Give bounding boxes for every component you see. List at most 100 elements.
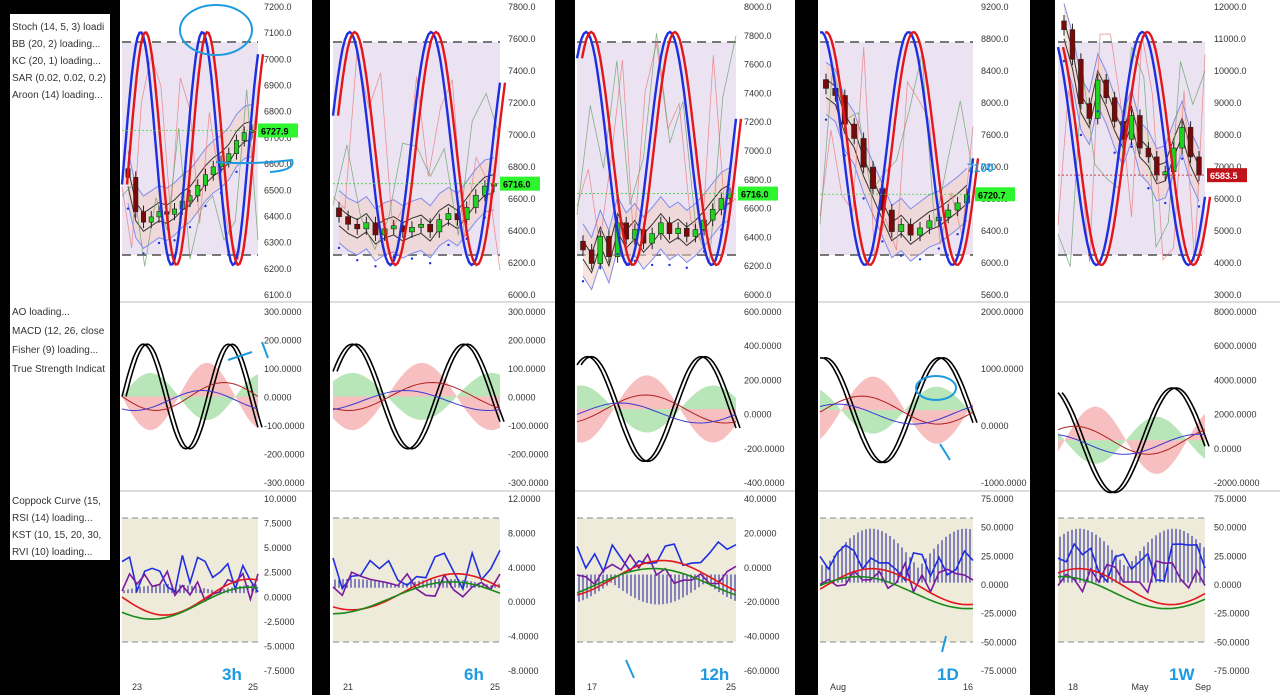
kst-signal-line [1057,575,1206,610]
price-tick-label: 7200.0 [981,162,1009,172]
price-tick-label: 6100.0 [264,290,292,300]
price-tick-label: 7000.0 [744,146,772,156]
osc-tick-label: 1000.0000 [981,364,1024,374]
osc-tick-label: -1000.0000 [981,478,1027,488]
candle [445,213,452,220]
legend-item[interactable]: RSI (14) loading... [12,513,93,524]
price-tick-label: 6200.0 [508,258,536,268]
annotation-circle [915,375,957,401]
candle [917,227,923,236]
kst-signal-line [576,567,737,596]
price-tick-label: 10000.0 [1214,66,1247,76]
candle [718,198,725,210]
macd-line [576,402,737,424]
price-tick-label: 6400.0 [264,211,292,221]
candle [1137,115,1143,149]
price-tick-label: 6400.0 [744,232,772,242]
sar-dot [599,266,602,269]
candle [1162,171,1168,175]
lower-tick-label: 20.0000 [744,528,777,538]
legend-item[interactable]: Coppock Curve (15, [12,496,101,507]
rsi-band [577,518,736,642]
stoch-k-line [819,31,975,266]
fisher-line [1057,387,1206,494]
last-price-value: 6716.0 [503,180,531,190]
sar-dot [668,263,671,267]
candle [234,140,239,154]
candle [580,240,586,251]
legend-price-group: Stoch (14, 5, 3) loadi BB (20, 2) loadin… [12,22,110,107]
sar-dot [173,239,176,242]
price-tick-label: 7200.0 [744,117,772,127]
candle [226,153,232,162]
legend-lower-group: Coppock Curve (15, RSI (14) loading... K… [12,496,110,564]
sar-dot [1062,59,1066,63]
candle [954,202,961,211]
candle [823,79,829,89]
lower-tick-label: 8.0000 [508,528,536,538]
x-tick-label: Sep [1195,682,1211,692]
candle [363,222,370,230]
fisher-signal-line [336,343,505,450]
sar-dot [1096,110,1099,113]
osc-tick-label: -2000.0000 [1214,478,1260,488]
lower-tick-label: 2.5000 [264,568,292,578]
legend-item[interactable]: BB (20, 2) loading... [12,39,101,50]
lower-tick-label: 0.0000 [508,597,536,607]
osc-tick-label: -100.0000 [264,421,305,431]
legend-item[interactable]: Stoch (14, 5, 3) loadi [12,22,105,33]
aroon-down-line [121,89,259,267]
x-tick-label: 18 [1068,682,1078,692]
sar-dot [410,257,414,260]
legend-item[interactable]: Aroon (14) loading... [12,90,103,101]
lower-tick-label: 40.0000 [744,494,777,504]
osc-tick-label: 200.0000 [508,336,546,346]
timeframe-label: 6h [464,665,484,684]
legend-item[interactable]: KST (10, 15, 20, 30, [12,530,102,541]
lower-tick-label: 25.0000 [981,551,1014,561]
candle [1154,156,1160,175]
tsi-line [576,394,737,424]
annotation-stroke [215,158,294,173]
legend-item[interactable]: AO loading... [12,307,70,318]
timeframe-label: 12h [700,665,729,684]
rsi-band [333,518,500,642]
macd-histogram-fill [333,362,500,431]
price-tick-label: 3000.0 [1214,290,1242,300]
ao-fill [333,372,500,420]
legend-item[interactable]: KC (20, 1) loading... [12,56,101,67]
legend-item[interactable]: True Strength Indicat [12,364,106,375]
bb-upper-line [582,167,731,239]
osc-tick-label: 4000.0000 [1214,375,1257,385]
sar-dot [142,252,145,255]
chart-panel-1D: 9200.08800.08400.08000.07600.07200.06800… [818,0,1030,695]
price-tick-label: 11000.0 [1214,34,1246,44]
candle [1128,115,1135,140]
candle [684,227,690,237]
fisher-signal-line [824,356,978,464]
kst-line [576,559,737,596]
legend-item[interactable]: SAR (0.02, 0.02, 0.2) [12,73,106,84]
last-price-tag [500,176,540,191]
macd-line [332,389,501,412]
sar-dot [204,204,207,208]
legend-item[interactable]: MACD (12, 26, close [12,326,105,337]
osc-tick-label: 0.0000 [981,421,1009,431]
sar-dot [1164,201,1167,205]
osc-tick-label: 200.0000 [264,336,302,346]
price-tick-label: 8800.0 [981,34,1009,44]
osc-tick-label: 0.0000 [744,410,772,420]
bb-lower-line [127,156,253,249]
legend-item[interactable]: RVI (10) loading... [12,547,93,558]
candle [692,229,699,237]
osc-tick-label: 600.0000 [744,307,782,317]
price-tick-label: 8000.0 [744,2,772,12]
candle [354,223,361,230]
candle [133,177,139,212]
candle [141,211,146,223]
candle [888,209,895,232]
legend-item[interactable]: Fisher (9) loading... [12,345,99,356]
osc-tick-label: 0.0000 [264,393,292,403]
rsi-line [819,544,974,582]
